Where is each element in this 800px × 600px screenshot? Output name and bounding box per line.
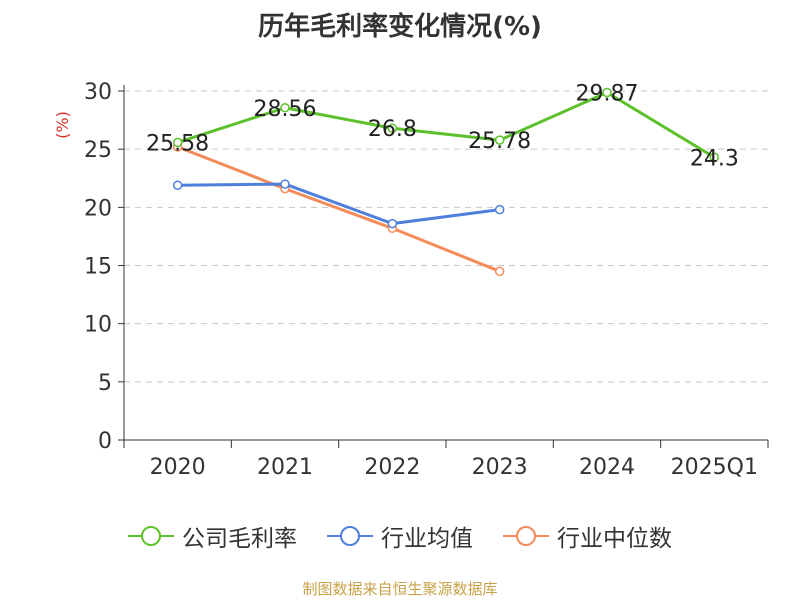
x-tick-label: 2024 xyxy=(579,455,635,480)
data-label: 25.78 xyxy=(468,129,531,154)
chart-title: 历年毛利率变化情况(%) xyxy=(258,12,542,42)
data-point xyxy=(709,152,720,163)
legend-label: 行业中位数 xyxy=(557,526,672,552)
data-point xyxy=(172,137,183,148)
y-tick-label: 10 xyxy=(84,313,112,338)
data-label: 29.87 xyxy=(576,82,639,107)
data-label: 28.56 xyxy=(254,97,317,122)
data-point xyxy=(280,103,290,113)
y-tick-label: 15 xyxy=(84,255,112,280)
series-line xyxy=(177,182,500,226)
data-point xyxy=(602,87,612,98)
data-point xyxy=(494,204,505,215)
legend-swatch-industry-mean xyxy=(327,526,373,546)
x-tick-label: 2020 xyxy=(150,455,206,480)
data-point xyxy=(387,218,398,229)
y-axis-label: (%) xyxy=(53,111,72,139)
y-tick-label: 5 xyxy=(98,371,112,396)
series-line xyxy=(177,145,501,273)
y-tick-label: 30 xyxy=(84,80,112,105)
data-point xyxy=(494,266,505,277)
y-tick-label: 0 xyxy=(98,429,112,454)
legend-label: 公司毛利率 xyxy=(182,526,297,552)
data-point xyxy=(494,135,505,145)
data-label: 24.3 xyxy=(690,146,739,171)
y-tick-label: 20 xyxy=(84,196,112,221)
x-tick-label: 2022 xyxy=(364,455,420,480)
x-tick-label: 2021 xyxy=(257,455,313,480)
data-point xyxy=(280,179,290,189)
legend-item-industry-median[interactable]: 行业中位数 xyxy=(503,519,672,553)
data-point xyxy=(172,180,183,190)
data-label: 26.8 xyxy=(368,117,417,142)
legend: 公司毛利率 行业均值 行业中位数 xyxy=(0,518,800,554)
legend-swatch-company xyxy=(128,526,174,546)
x-tick-label: 2025Q1 xyxy=(671,455,758,480)
legend-label: 行业均值 xyxy=(381,526,473,552)
legend-swatch-industry-median xyxy=(503,526,549,546)
data-point xyxy=(387,123,398,133)
x-tick-label: 2023 xyxy=(472,455,528,480)
data-label: 25.58 xyxy=(146,131,209,156)
legend-item-company[interactable]: 公司毛利率 xyxy=(128,519,297,553)
legend-item-industry-mean[interactable]: 行业均值 xyxy=(327,519,473,553)
series-line xyxy=(177,91,716,159)
source-note: 制图数据来自恒生聚源数据库 xyxy=(302,580,498,598)
y-tick-label: 25 xyxy=(84,138,112,163)
